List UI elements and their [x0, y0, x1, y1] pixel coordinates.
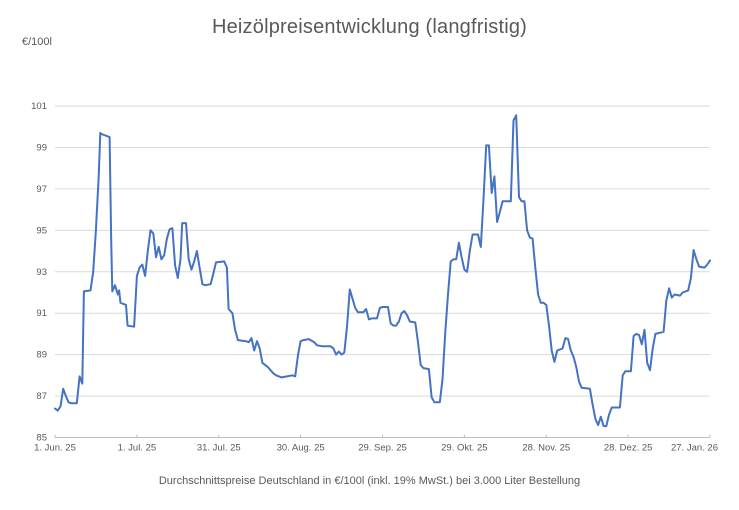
price-line-series: [54, 114, 711, 428]
y-axis-unit-label: €/100l: [22, 36, 52, 48]
y-tick-label: 93: [36, 267, 47, 278]
y-tick-label: 85: [36, 433, 47, 444]
x-tick-label: 30. Aug. 25: [277, 443, 325, 454]
x-tick-label: 29. Okt. 25: [441, 443, 487, 454]
y-tick-label: 95: [36, 225, 47, 236]
x-tick-label: 28. Nov. 25: [522, 443, 570, 454]
y-tick-label: 101: [31, 101, 47, 112]
y-tick-label: 87: [36, 391, 47, 402]
chart-title: Heizölpreisentwicklung (langfristig): [211, 16, 528, 38]
y-tick-label: 89: [36, 350, 47, 361]
x-tick-label: 27. Jan. 26: [671, 443, 718, 454]
chart-caption: Durchschnittspreise Deutschland in €/100…: [158, 475, 581, 487]
x-tick-label: 29. Sep. 25: [358, 443, 407, 454]
y-tick-label: 99: [36, 142, 47, 153]
x-tick-label: 31. Jul. 25: [197, 443, 241, 454]
y-tick-label: 97: [36, 184, 47, 195]
y-tick-label: 91: [36, 308, 47, 319]
x-tick-label: 28. Dez. 25: [604, 443, 653, 454]
x-tick-label: 1. Jun. 25: [34, 443, 76, 454]
x-tick-label: 1. Jul. 25: [118, 443, 157, 454]
